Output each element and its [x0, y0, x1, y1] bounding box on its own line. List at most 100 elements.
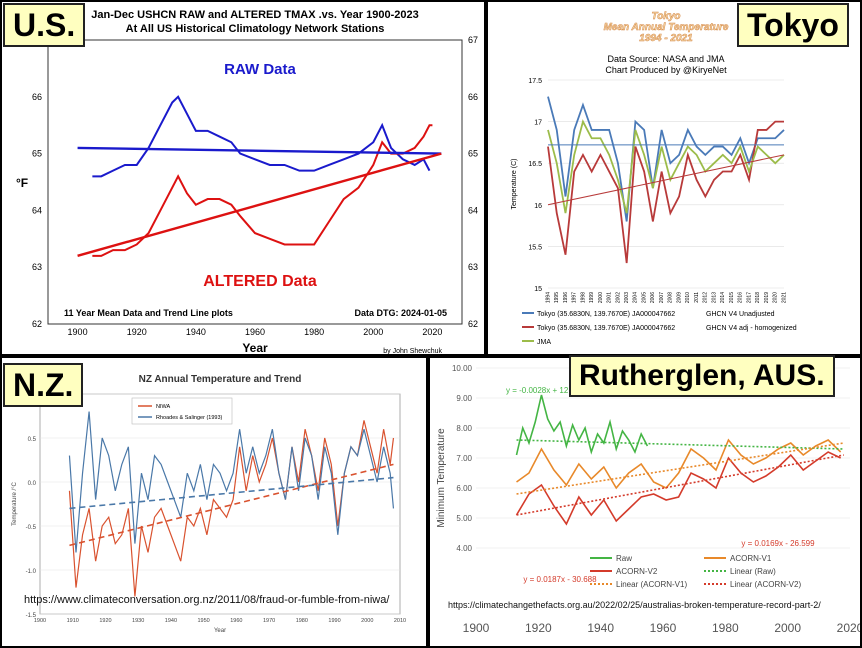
nz-xtick: 1920 [99, 618, 111, 624]
aus-legend-label: ACORN-V1 [730, 554, 772, 563]
tokyo-xtick: 2002 [615, 292, 621, 303]
aus-ytick: 5.00 [456, 514, 472, 523]
nz-chart: NZ Annual Temperature and Trend -1.5 -1.0 -… [12, 374, 406, 634]
aus-legend-label: Linear (ACORN-V1) [616, 580, 687, 589]
tokyo-xtick: 2018 [755, 292, 761, 303]
us-xtick: 2020 [422, 327, 442, 337]
aus-acorn-v1-series [516, 438, 842, 490]
us-note-right: Data DTG: 2024-01-05 [354, 308, 447, 318]
us-xlabel: Year [242, 341, 268, 354]
tokyo-xtick: 1999 [589, 292, 595, 303]
aus-raw-series [515, 394, 649, 456]
aus-acorn-v2-series [515, 451, 841, 526]
us-ytick-right: 63 [468, 262, 478, 272]
nz-ytick: 0.5 [28, 437, 37, 443]
aus-xtick: 1980 [712, 621, 739, 635]
tokyo-ytick: 17.5 [528, 78, 542, 85]
tokyo-xtick: 2017 [746, 292, 752, 303]
nz-ylabel: Temperature /°C [12, 481, 18, 525]
nz-rs-trend [69, 476, 394, 510]
aus-xtick: 1920 [525, 621, 552, 635]
tokyo-title-line: Mean Annual Temperature [604, 22, 729, 33]
aus-tag: Rutherglen, AUS. [569, 355, 835, 397]
nz-xtick: 1940 [165, 618, 177, 624]
nz-niwa-trend [69, 463, 394, 547]
aus-ytick: 6.00 [456, 484, 472, 493]
tokyo-xtick: 2016 [738, 292, 744, 303]
nz-xtick: 1990 [328, 618, 340, 624]
us-chart: Jan-Dec USHCN RAW and ALTERED TMAX .vs. … [16, 9, 478, 354]
us-raw-series [92, 95, 431, 178]
nz-title: NZ Annual Temperature and Trend [139, 374, 302, 385]
tokyo-adjusted-trend [547, 154, 785, 206]
tokyo-xtick: 2010 [685, 292, 691, 303]
us-ytick-left: 66 [32, 92, 42, 102]
us-subtitle: At All US Historical Climatology Network… [126, 23, 385, 35]
us-panel: Jan-Dec USHCN RAW and ALTERED TMAX .vs. … [2, 2, 484, 354]
aus-ytick: 9.00 [456, 394, 472, 403]
tokyo-xtick: 1995 [554, 292, 560, 303]
aus-source-url[interactable]: https://climatechangethefacts.org.au/202… [448, 600, 821, 610]
tokyo-ylabel: Temperature (C) [511, 159, 518, 210]
tokyo-xtick: 2009 [676, 292, 682, 303]
tokyo-xtick: 2015 [729, 292, 735, 303]
tokyo-adjusted-series [547, 120, 784, 264]
aus-legend-label: Linear (Raw) [730, 567, 776, 576]
tokyo-xtick: 1998 [580, 292, 586, 303]
us-ytick-right: 62 [468, 319, 478, 329]
tokyo-ytick: 15.5 [528, 244, 542, 251]
us-xtick: 1980 [304, 327, 324, 337]
nz-source-url[interactable]: https://www.climateconversation.org.nz/2… [24, 594, 390, 606]
nz-rs-series [68, 411, 395, 553]
nz-xtick: 2010 [394, 618, 406, 624]
tokyo-xtick: 1996 [563, 292, 569, 303]
tokyo-ytick: 17 [534, 120, 542, 127]
tokyo-xtick: 2012 [703, 292, 709, 303]
nz-xtick: 1900 [34, 618, 46, 624]
tokyo-legend-label: JMA [537, 339, 551, 346]
nz-legend-box [131, 397, 233, 425]
tokyo-xtick: 2004 [633, 292, 639, 303]
us-xtick: 2000 [363, 327, 383, 337]
nz-xtick: 1980 [296, 618, 308, 624]
nz-xlabel: Year [214, 628, 226, 634]
aus-xtick: 1960 [650, 621, 677, 635]
tokyo-xtick: 2007 [659, 292, 665, 303]
aus-xtick: 1940 [587, 621, 614, 635]
us-plot-area [47, 39, 463, 325]
aus-ytick: 10.00 [452, 364, 473, 373]
us-title: Jan-Dec USHCN RAW and ALTERED TMAX .vs. … [91, 9, 418, 21]
aus-eq-v1: y = 0.0169x - 26.599 [741, 539, 815, 548]
tokyo-xtick: 1994 [545, 292, 551, 303]
us-ytick-left: 62 [32, 319, 42, 329]
nz-xtick: 1910 [67, 618, 79, 624]
nz-xtick: 1950 [198, 618, 210, 624]
nz-ytick: -1.5 [26, 613, 37, 619]
tokyo-legend-label: Tokyo (35.6830N, 139.7670E) JA000047662 [537, 311, 675, 318]
tokyo-legend-label: GHCN V4 adj - homogenized [706, 325, 797, 332]
aus-legend-label: Linear (ACORN-V2) [730, 580, 801, 589]
nz-tag: N.Z. [3, 363, 84, 407]
us-xtick: 1900 [68, 327, 88, 337]
aus-eq-raw: y = -0.0028x + 12 [506, 386, 569, 395]
aus-xtick: 2020 [837, 621, 860, 635]
tokyo-legend-label: Tokyo (35.6830N, 139.7670E) JA000047662 [537, 325, 675, 332]
nz-panel: NZ Annual Temperature and Trend -1.5 -1.0 -… [2, 358, 426, 646]
us-altered-trend [77, 152, 442, 257]
us-ylabel: °F [16, 176, 28, 190]
tokyo-title-line: Tokyo [651, 11, 680, 22]
us-note-left: 11 Year Mean Data and Trend Line plots [64, 308, 233, 318]
tokyo-ytick: 16.5 [528, 161, 542, 168]
nz-xtick: 1970 [263, 618, 275, 624]
us-raw-trend [77, 146, 442, 155]
aus-xtick: 2000 [774, 621, 801, 635]
tokyo-xtick: 2000 [598, 292, 604, 303]
tokyo-xtick: 2013 [711, 292, 717, 303]
tokyo-xtick: 2021 [781, 292, 787, 303]
us-ytick-right: 64 [468, 205, 478, 215]
nz-xtick: 1960 [230, 618, 242, 624]
tokyo-xtick: 2003 [624, 292, 630, 303]
nz-legend-label-rs: Rhoades & Salinger (1993) [156, 415, 223, 421]
tokyo-xtick: 2019 [764, 292, 770, 303]
